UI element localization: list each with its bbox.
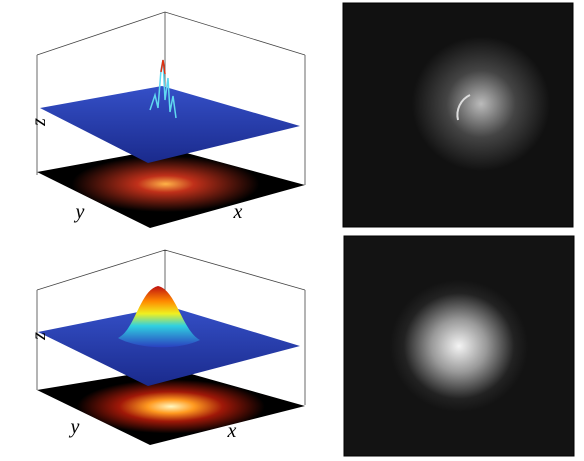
y-label: y [69, 416, 80, 438]
y-label: y [74, 201, 85, 223]
z-label: z [28, 118, 50, 127]
figure: z y x z y x [0, 0, 584, 461]
surface-plot-bottom: z y x [28, 250, 305, 445]
z-label: z [28, 332, 50, 341]
intensity-image-bottom [344, 236, 574, 456]
x-label: x [227, 420, 237, 442]
surface-plane [40, 86, 300, 163]
x-label: x [233, 201, 243, 223]
surface-plot-top: z y x [28, 12, 305, 228]
